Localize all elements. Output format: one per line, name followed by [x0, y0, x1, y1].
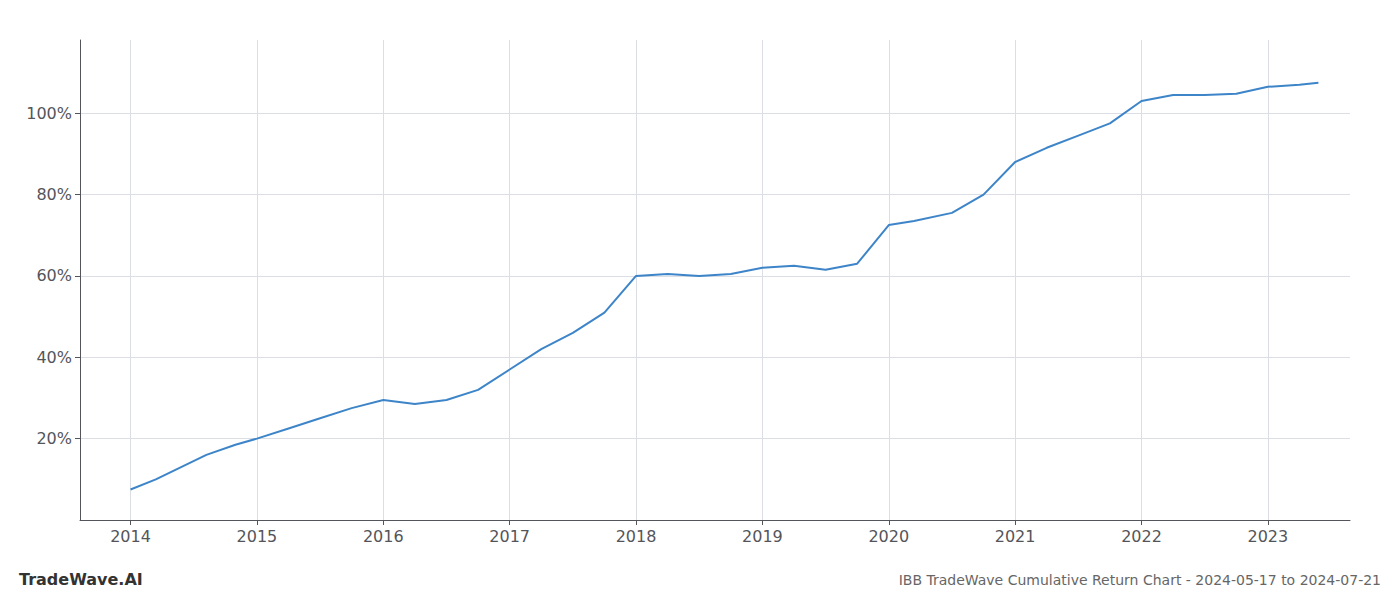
svg-text:2017: 2017 — [489, 527, 530, 546]
svg-text:100%: 100% — [26, 104, 72, 123]
svg-text:20%: 20% — [36, 429, 72, 448]
svg-text:2021: 2021 — [995, 527, 1036, 546]
svg-text:TradeWave.AI: TradeWave.AI — [19, 570, 143, 589]
svg-text:2015: 2015 — [237, 527, 278, 546]
svg-text:2016: 2016 — [363, 527, 404, 546]
svg-text:60%: 60% — [36, 266, 72, 285]
svg-text:IBB TradeWave Cumulative Retur: IBB TradeWave Cumulative Return Chart - … — [899, 572, 1381, 588]
svg-text:40%: 40% — [36, 348, 72, 367]
svg-text:80%: 80% — [36, 185, 72, 204]
svg-text:2018: 2018 — [616, 527, 657, 546]
svg-text:2019: 2019 — [742, 527, 783, 546]
svg-text:2020: 2020 — [868, 527, 909, 546]
svg-text:2014: 2014 — [110, 527, 151, 546]
svg-text:2023: 2023 — [1248, 527, 1289, 546]
svg-text:2022: 2022 — [1121, 527, 1162, 546]
